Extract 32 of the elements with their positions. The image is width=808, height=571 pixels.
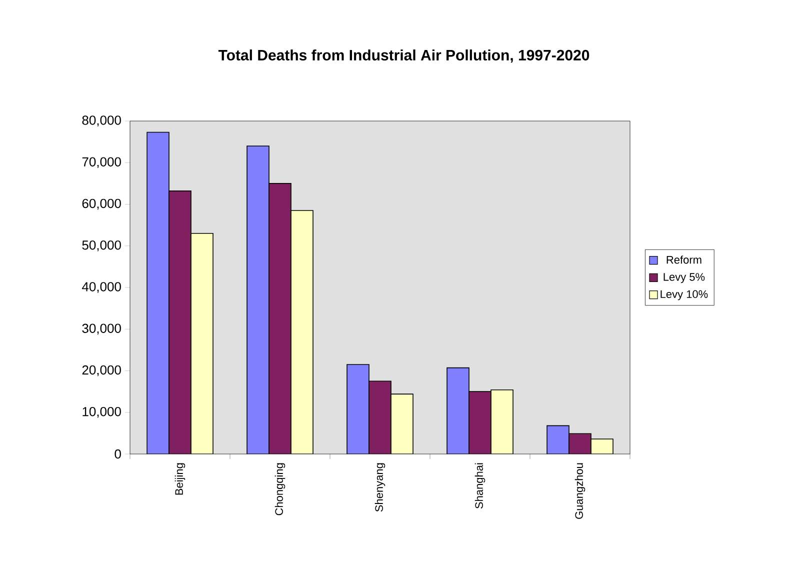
y-tick-label: 50,000 [82, 240, 121, 252]
bar [546, 425, 570, 454]
y-tick-label: 60,000 [82, 198, 121, 210]
bar [446, 367, 470, 454]
x-tick-label: Guangzhou [574, 463, 586, 519]
x-tick-label: Shanghai [474, 463, 486, 509]
bar [390, 394, 414, 454]
bar [290, 210, 314, 454]
chart-title: Total Deaths from Industrial Air Pollution, 1997-2020 [218, 49, 590, 63]
bar [146, 132, 170, 454]
y-tick-label: 30,000 [82, 324, 121, 334]
bar [468, 391, 492, 454]
y-tick-label: 10,000 [82, 407, 121, 418]
bar [490, 390, 514, 454]
bar [190, 232, 214, 454]
y-tick-label: 0 [114, 449, 121, 459]
bar [168, 190, 192, 454]
y-tick-label: 70,000 [82, 157, 121, 168]
x-tick-label: Beijing [174, 463, 186, 495]
bar [568, 433, 592, 454]
legend-label: Levy 5% [664, 273, 705, 283]
bar [268, 183, 292, 454]
y-tick-label: 20,000 [82, 365, 121, 376]
legend-label: Reform [666, 256, 702, 264]
bar [368, 380, 392, 454]
bar [246, 146, 270, 454]
legend-label: Levy 10% [660, 290, 708, 300]
y-tick-label: 40,000 [82, 282, 121, 293]
x-tick-label: Shenyang [374, 463, 386, 512]
y-tick-label: 80,000 [82, 116, 121, 126]
x-tick-label: Chongqing [274, 463, 286, 516]
bar [346, 364, 370, 454]
